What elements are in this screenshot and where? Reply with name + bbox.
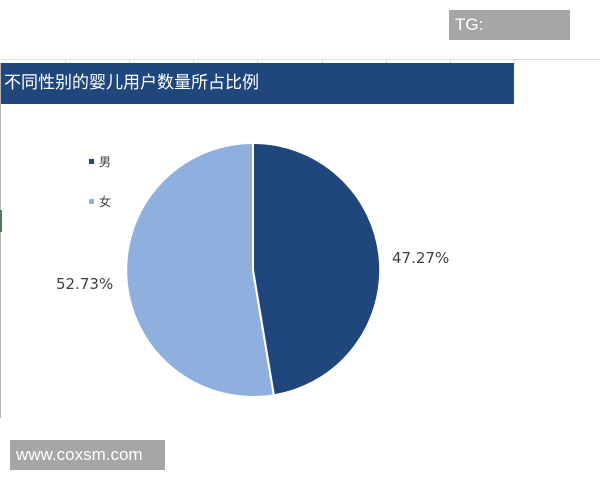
data-label-male: 47.27% [392,249,450,267]
legend-item-female: 女 [89,193,111,210]
watermark-bottom: www.coxsm.com [10,440,165,470]
legend-label-female: 女 [99,195,112,209]
sheet-gridlines [0,59,600,64]
legend-swatch-male-icon [89,159,94,164]
pie-slice-female[interactable] [125,141,276,398]
chart-title: 不同性别的婴儿用户数量所占比例 [1,63,514,104]
pie-slice-male[interactable] [252,141,382,397]
legend-swatch-female-icon [89,199,94,204]
chart-border [0,63,1,418]
legend-label-male: 男 [99,155,112,169]
legend-item-male: 男 [89,153,111,170]
data-label-female: 52.73% [56,275,114,293]
sheet-selection-marker [0,210,2,232]
